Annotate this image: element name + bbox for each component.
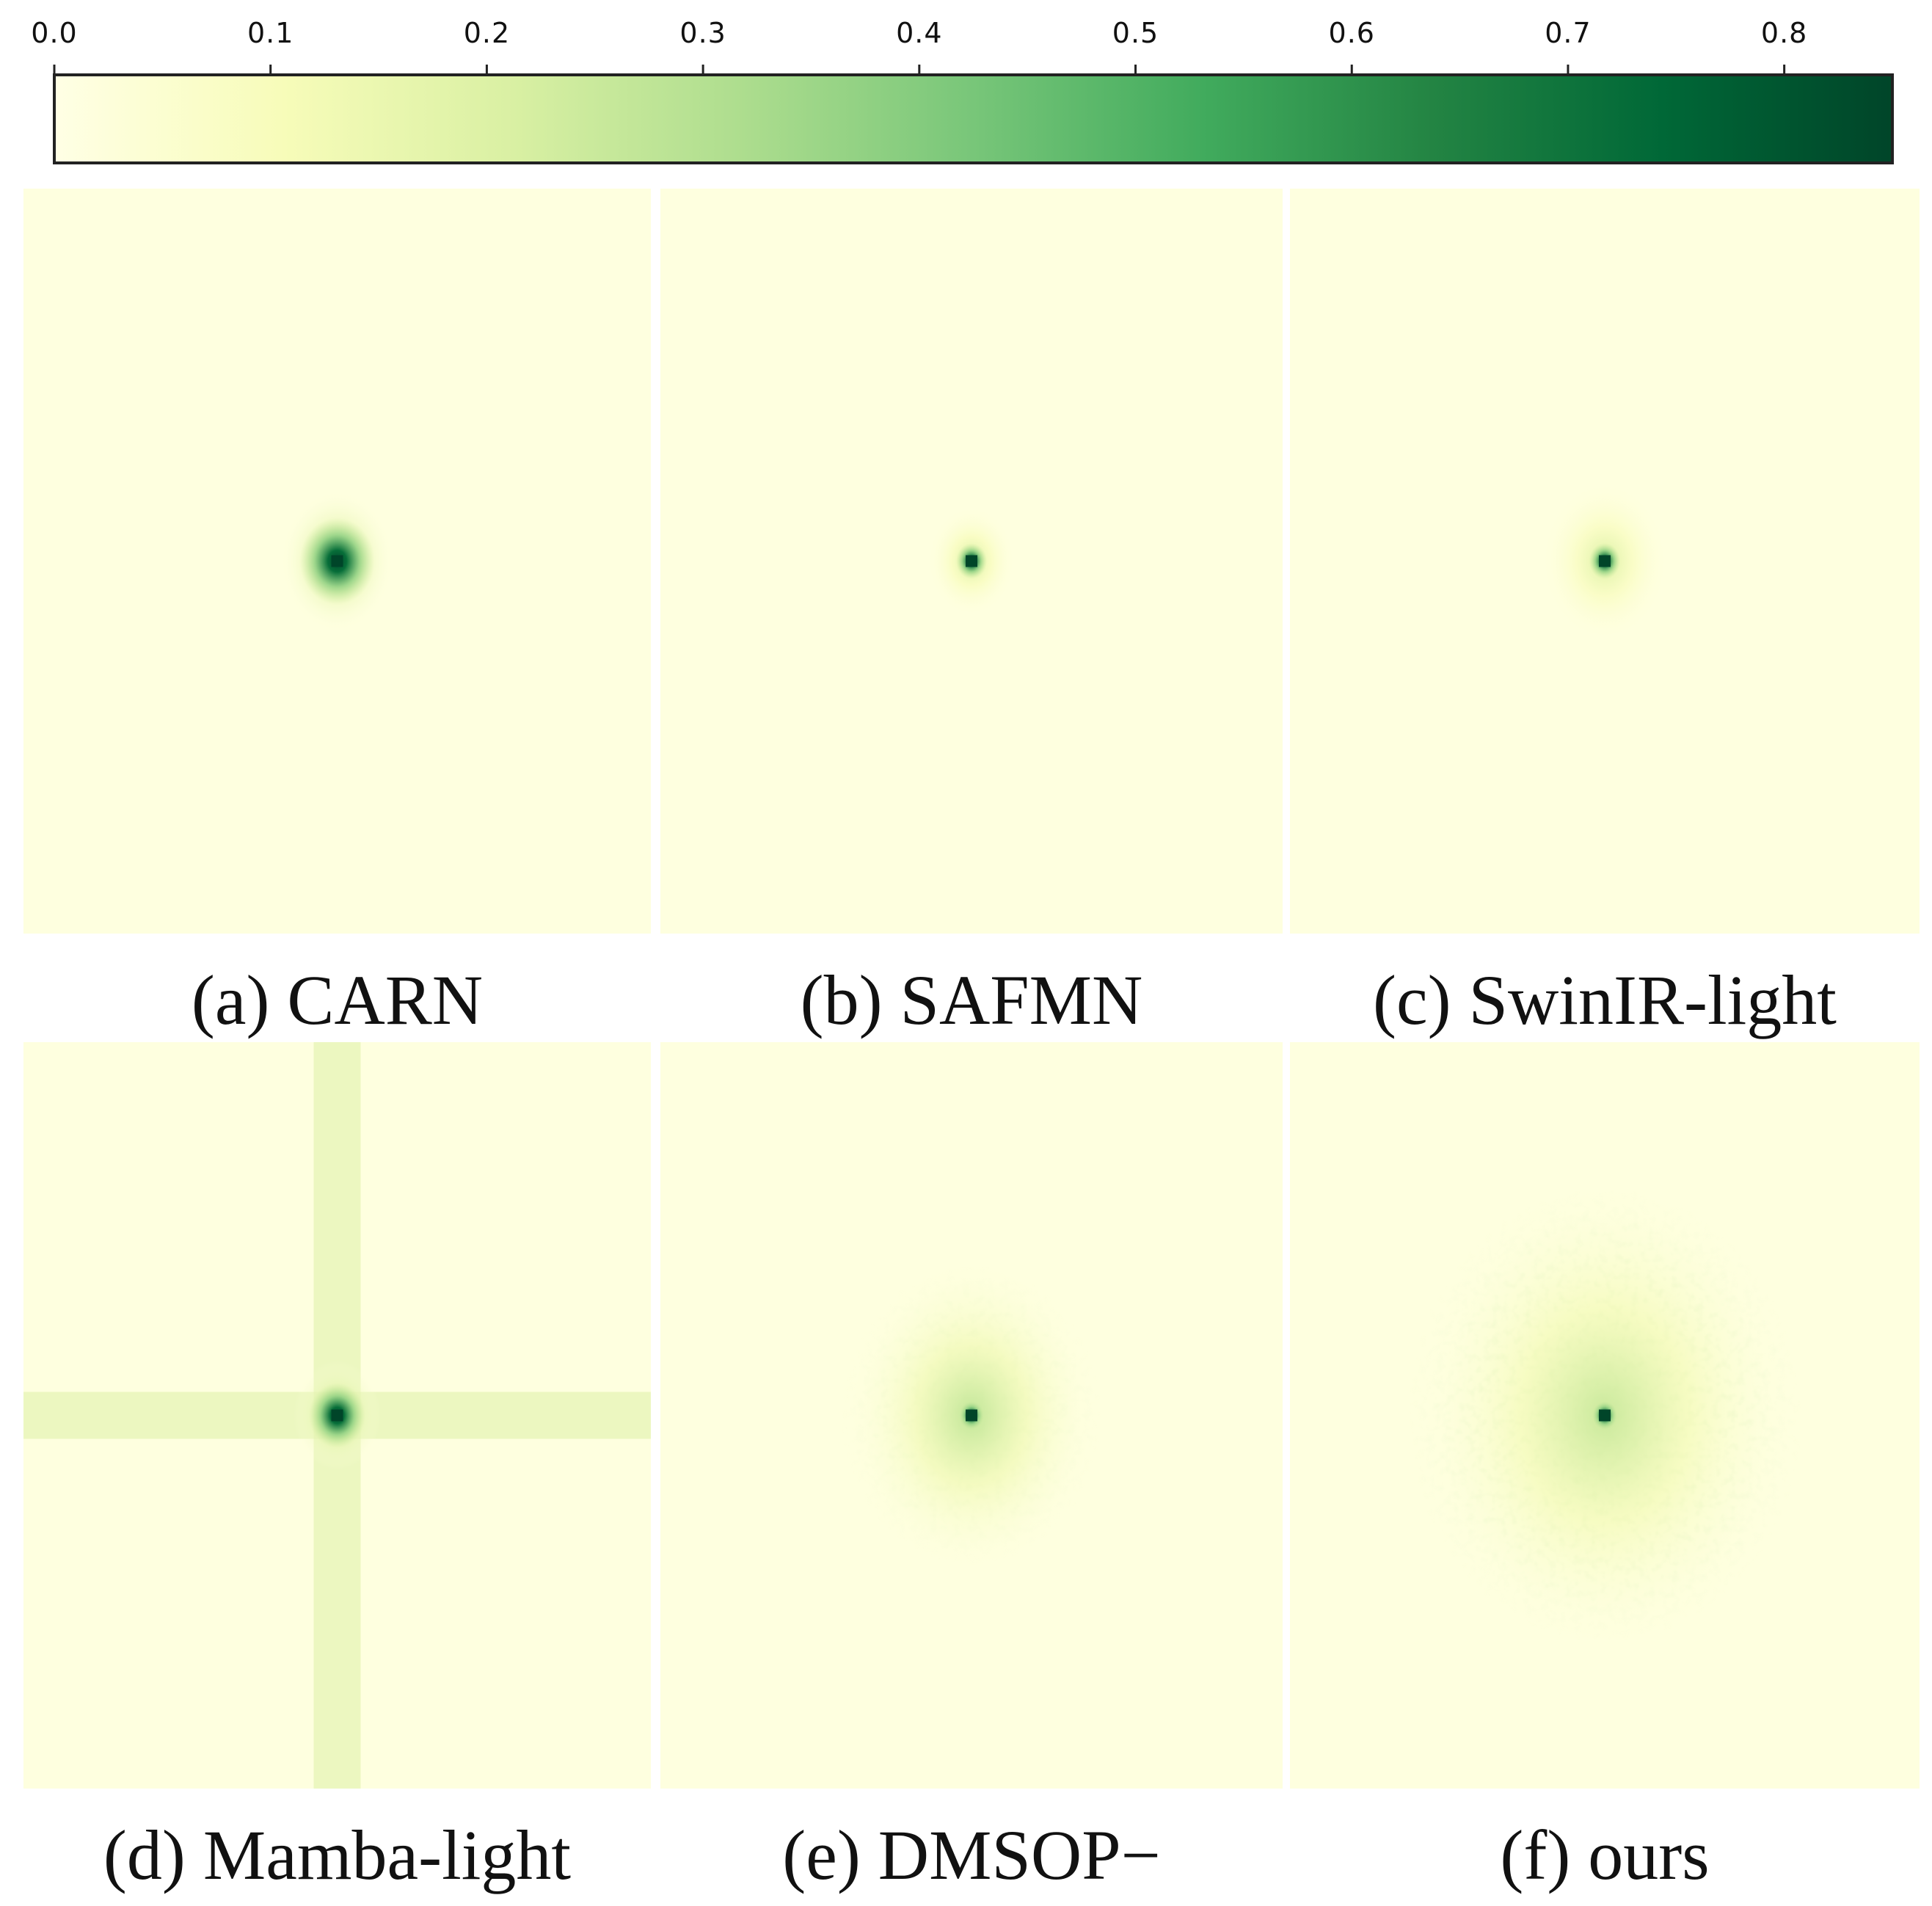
heatmap-panel-e: (e) DMSOP− xyxy=(660,1042,1283,1894)
colorbar-tick-label: 0.0 xyxy=(31,17,77,49)
colorbar-bar xyxy=(53,73,1894,164)
heatmap-panel-c: (c) SwinIR-light xyxy=(1290,189,1920,1039)
colorbar-tick-label: 0.2 xyxy=(464,17,510,49)
heatmap-peak xyxy=(966,555,977,567)
panel-caption-a: (a) CARN xyxy=(192,961,483,1039)
colorbar-tick-label: 0.1 xyxy=(247,17,294,49)
panel-caption-e: (e) DMSOP− xyxy=(782,1816,1160,1894)
colorbar-tick-label: 0.7 xyxy=(1545,17,1591,49)
heatmap-panel-d: (d) Mamba-light xyxy=(23,1042,651,1894)
colorbar-tick-label: 0.8 xyxy=(1761,17,1807,49)
colorbar-tick-label: 0.3 xyxy=(679,17,726,49)
colorbar: 0.0 0.1 0.2 0.3 0.4 0.5 0.6 0.7 0.8 xyxy=(31,17,1894,164)
heatmap-peak xyxy=(966,1409,977,1422)
heatmap-panels: (a) CARN (b) SAFMN (c) SwinIR-light (d) Mam… xyxy=(23,189,1920,1894)
colorbar-tick-label: 0.6 xyxy=(1329,17,1375,49)
panel-caption-c: (c) SwinIR-light xyxy=(1373,961,1837,1039)
heatmap-peak xyxy=(331,1409,343,1422)
colorbar-ticks: 0.0 0.1 0.2 0.3 0.4 0.5 0.6 0.7 0.8 xyxy=(31,17,1807,75)
colorbar-tick-label: 0.5 xyxy=(1112,17,1159,49)
panel-caption-b: (b) SAFMN xyxy=(801,961,1143,1039)
heatmap-panel-f: (f) ours xyxy=(1290,1042,1920,1894)
heatmap-peak xyxy=(331,555,343,567)
heatmap-panel-b: (b) SAFMN xyxy=(660,189,1283,1039)
heatmap-peak xyxy=(1599,1409,1611,1422)
panel-caption-f: (f) ours xyxy=(1500,1816,1709,1894)
heatmap-panel-a: (a) CARN xyxy=(23,189,651,1039)
panel-caption-d: (d) Mamba-light xyxy=(103,1816,572,1894)
colorbar-tick-label: 0.4 xyxy=(896,17,942,49)
heatmap-peak xyxy=(1599,555,1611,567)
